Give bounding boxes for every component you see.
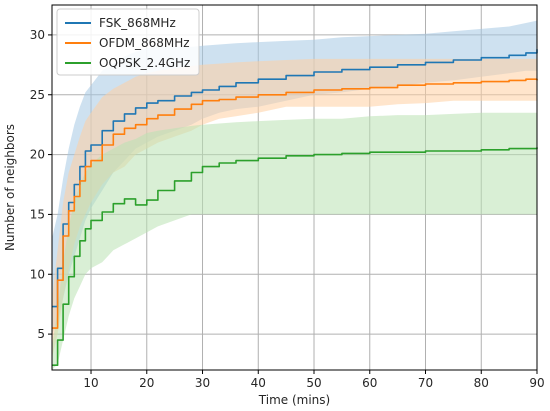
y-tick-label: 20 [30, 148, 45, 162]
x-tick-label: 40 [251, 376, 266, 390]
x-tick-label: 60 [362, 376, 377, 390]
x-tick-label: 80 [474, 376, 489, 390]
y-tick-label: 15 [30, 207, 45, 221]
legend-label: FSK_868MHz [99, 16, 176, 30]
y-tick-label: 25 [30, 88, 45, 102]
x-axis-label: Time (mins) [258, 393, 330, 407]
x-tick-label: 90 [529, 376, 544, 390]
legend-label: OFDM_868MHz [99, 36, 190, 50]
y-tick-label: 10 [30, 267, 45, 281]
x-tick-label: 20 [139, 376, 154, 390]
y-tick-label: 5 [37, 327, 45, 341]
y-tick-label: 30 [30, 28, 45, 42]
x-tick-label: 30 [195, 376, 210, 390]
x-tick-label: 50 [306, 376, 321, 390]
x-tick-label: 70 [418, 376, 433, 390]
y-axis-label: Number of neighbors [3, 124, 17, 251]
x-tick-label: 10 [83, 376, 98, 390]
legend-label: OQPSK_2.4GHz [99, 56, 190, 70]
legend: FSK_868MHz OFDM_868MHz OQPSK_2.4GHz [57, 9, 199, 75]
